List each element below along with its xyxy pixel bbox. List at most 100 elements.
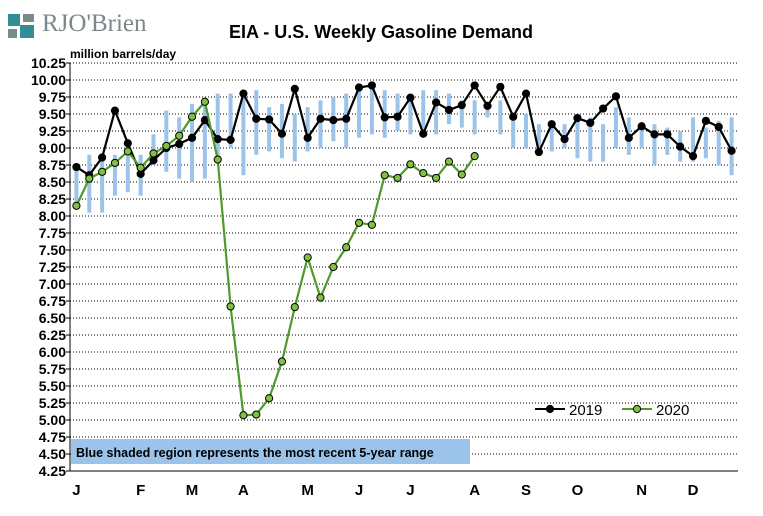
data-point-2020 — [136, 163, 145, 172]
y-tick-label: 10.00 — [31, 72, 66, 88]
range-bar — [164, 110, 169, 172]
series-line-2019 — [75, 84, 733, 177]
legend-label: 2020 — [656, 402, 689, 419]
range-bar — [87, 154, 92, 213]
range-bar — [202, 100, 207, 179]
data-point-2020 — [316, 293, 325, 302]
range-bar — [459, 100, 464, 128]
range-bar — [267, 107, 272, 152]
range-bar — [305, 107, 310, 152]
data-point-2019 — [727, 146, 736, 155]
data-point-2019 — [496, 82, 505, 91]
legend-swatch-marker — [545, 404, 555, 414]
data-point-2020 — [252, 410, 261, 419]
data-point-2020 — [239, 411, 248, 420]
data-point-2019 — [72, 162, 81, 172]
range-bar — [639, 127, 644, 148]
range-bar — [511, 114, 516, 148]
data-point-2020 — [354, 218, 364, 227]
y-tick-label: 5.25 — [39, 395, 66, 411]
y-tick-label: 8.75 — [39, 157, 66, 173]
chart-title: EIA - U.S. Weekly Gasoline Demand — [229, 22, 533, 42]
data-point-2020 — [329, 262, 338, 272]
x-tick-label: J — [406, 482, 414, 499]
data-point-2019 — [714, 122, 723, 132]
y-tick-label: 4.75 — [39, 429, 66, 445]
y-tick-label: 8.25 — [39, 191, 66, 207]
data-point-2020 — [265, 394, 274, 403]
data-point-2020 — [342, 243, 351, 252]
data-point-2019 — [650, 130, 659, 139]
data-point-2020 — [380, 171, 389, 180]
range-bar — [549, 127, 554, 152]
data-point-2020 — [444, 157, 454, 166]
y-tick-label: 6.00 — [39, 344, 66, 360]
y-tick-label: 5.75 — [39, 361, 66, 377]
data-point-2019 — [676, 142, 685, 151]
data-point-2020 — [110, 158, 120, 168]
range-bar — [408, 93, 413, 135]
data-point-2019 — [521, 89, 531, 98]
y-tick-label: 6.25 — [39, 327, 66, 343]
legend: 2019 2020 — [535, 402, 689, 419]
data-point-2019 — [290, 84, 299, 93]
data-point-2019 — [123, 139, 132, 148]
data-point-2019 — [213, 135, 222, 144]
data-point-2019 — [688, 152, 698, 161]
data-point-2020 — [123, 147, 132, 156]
data-point-2019 — [599, 104, 608, 113]
legend-swatch-marker — [632, 404, 642, 414]
range-bar — [74, 168, 79, 206]
data-point-2020 — [393, 173, 402, 183]
range-bar — [357, 90, 362, 138]
y-tick-labels: 4.254.504.755.005.255.505.756.006.256.50… — [31, 55, 70, 479]
annotation-text: Blue shaded region represents the most r… — [76, 446, 434, 460]
data-point-2019 — [239, 89, 248, 98]
y-tick-label: 7.50 — [39, 242, 66, 258]
range-bar — [292, 114, 297, 162]
data-point-2019 — [432, 98, 441, 107]
x-tick-label: O — [572, 482, 584, 499]
range-bar — [421, 90, 426, 131]
y-tick-label: 8.50 — [39, 174, 66, 190]
x-tick-label: D — [688, 482, 699, 499]
range-bar — [434, 90, 439, 135]
data-point-2020 — [72, 201, 81, 210]
x-tick-label: F — [136, 482, 145, 499]
logo-mark-icon — [8, 14, 34, 38]
data-point-2019 — [277, 129, 287, 138]
data-point-2019 — [534, 147, 543, 157]
y-tick-label: 4.50 — [39, 446, 66, 462]
data-point-2019 — [329, 116, 338, 125]
data-point-2019 — [560, 135, 569, 144]
range-bar — [318, 100, 323, 148]
data-point-2020 — [175, 131, 184, 140]
data-point-2020 — [162, 141, 171, 151]
y-tick-label: 5.50 — [39, 378, 66, 394]
y-tick-label: 9.25 — [39, 123, 66, 139]
y-tick-label: 6.50 — [39, 310, 66, 326]
x-tick-label: A — [469, 482, 480, 499]
data-point-2020 — [149, 149, 158, 158]
data-point-2020 — [187, 112, 197, 121]
range-bar — [524, 114, 529, 148]
data-point-2019 — [187, 133, 197, 142]
data-point-2019 — [367, 81, 376, 90]
annotation-box: Blue shaded region represents the most r… — [71, 439, 470, 464]
data-point-2020 — [85, 174, 94, 183]
range-bar — [125, 148, 130, 193]
range-bar — [215, 93, 220, 159]
range-bar — [485, 103, 490, 118]
y-tick-label: 7.00 — [39, 276, 66, 292]
data-point-2019 — [98, 153, 107, 162]
data-point-2020 — [457, 170, 466, 179]
data-point-2020 — [470, 152, 479, 161]
data-series — [72, 81, 736, 420]
y-tick-label: 8.00 — [39, 208, 66, 224]
range-bar — [691, 117, 696, 162]
legend-label: 2019 — [569, 402, 602, 419]
data-point-2019 — [110, 106, 120, 115]
x-tick-label: J — [355, 482, 363, 499]
range-bar — [395, 93, 400, 131]
